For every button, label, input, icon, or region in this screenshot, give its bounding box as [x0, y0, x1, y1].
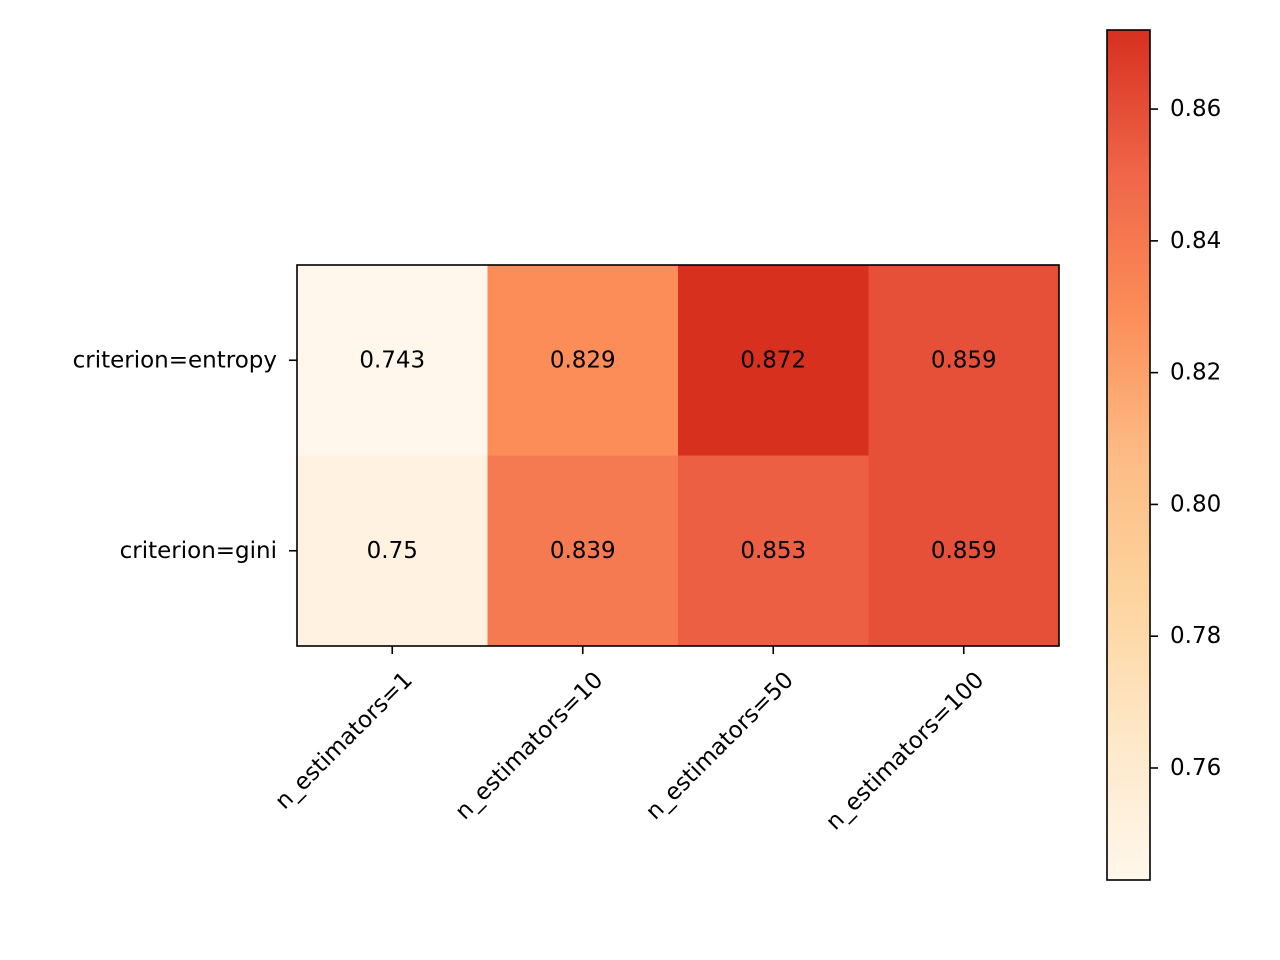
heatmap-cell — [297, 265, 488, 456]
x-tick-label: n_estimators=50 — [641, 667, 799, 825]
colorbar-gradient — [1107, 30, 1150, 880]
x-tick-label: n_estimators=1 — [270, 667, 417, 814]
colorbar-tick-label: 0.82 — [1170, 360, 1221, 386]
x-tick-label: n_estimators=100 — [821, 667, 989, 835]
heatmap-cells — [297, 265, 1060, 647]
heatmap-cell — [487, 455, 679, 647]
heatmap-cell — [868, 265, 1060, 456]
y-tick-label: criterion=entropy — [73, 347, 277, 373]
heatmap-cell — [868, 455, 1060, 647]
colorbar-tick-label: 0.76 — [1170, 755, 1221, 781]
cell-value-label: 0.75 — [367, 538, 418, 564]
cell-value-label: 0.839 — [550, 538, 616, 564]
colorbar-tick-label: 0.80 — [1170, 491, 1221, 517]
x-tick-label: n_estimators=10 — [450, 667, 608, 825]
colorbar-tick-label: 0.84 — [1170, 228, 1221, 254]
plot-frame — [296, 264, 1060, 647]
y-tick-label: criterion=gini — [120, 538, 277, 564]
cell-value-label: 0.743 — [359, 347, 425, 373]
heatmap-cell — [678, 455, 869, 647]
x-axis: n_estimators=1 n_estimators=10 n_estimator… — [270, 646, 989, 835]
heatmap-cell — [487, 265, 679, 456]
colorbar-ticks: 0.76 0.78 0.80 0.82 0.84 0.86 — [1150, 96, 1221, 781]
heatmap-cell — [297, 455, 488, 647]
y-axis: criterion=entropy criterion=gini — [73, 347, 297, 564]
colorbar-tick-label: 0.86 — [1170, 96, 1221, 122]
colorbar-tick-label: 0.78 — [1170, 623, 1221, 649]
cell-value-label: 0.853 — [740, 538, 806, 564]
colorbar-frame — [1106, 29, 1151, 881]
heatmap-cell — [678, 265, 869, 456]
cell-value-label: 0.829 — [550, 347, 616, 373]
cell-value-label: 0.859 — [931, 347, 997, 373]
heatmap-cell-labels: 0.743 0.829 0.872 0.859 0.75 0.839 0.853 0.859 — [359, 347, 996, 564]
cell-value-label: 0.859 — [931, 538, 997, 564]
colorbar: 0.76 0.78 0.80 0.82 0.84 0.86 — [1106, 29, 1221, 881]
cell-value-label: 0.872 — [740, 347, 806, 373]
